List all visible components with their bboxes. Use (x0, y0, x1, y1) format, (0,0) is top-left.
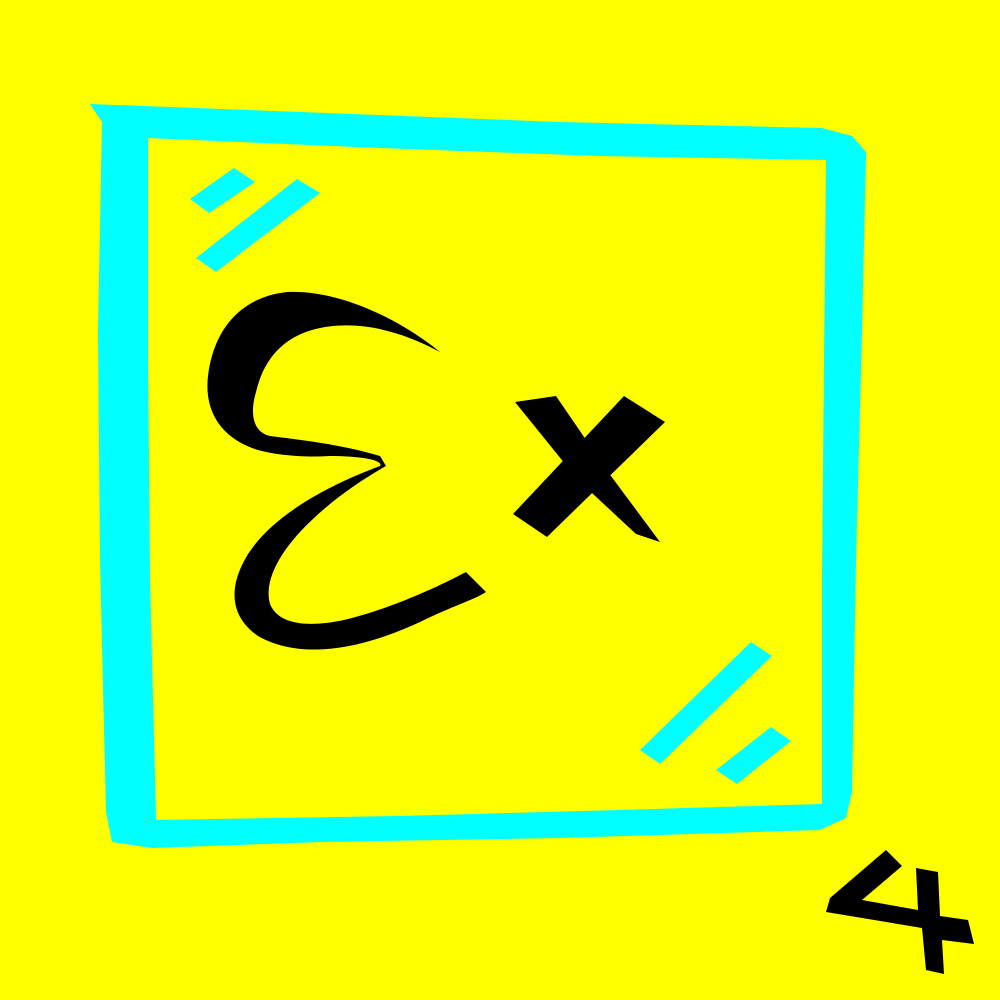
superscript-x-glyph (513, 396, 665, 542)
bottom-right-glint-icon (640, 642, 791, 784)
top-left-glint-icon (190, 168, 320, 272)
corner-number-glyph (826, 850, 974, 974)
main-letter-glyph (207, 291, 486, 650)
